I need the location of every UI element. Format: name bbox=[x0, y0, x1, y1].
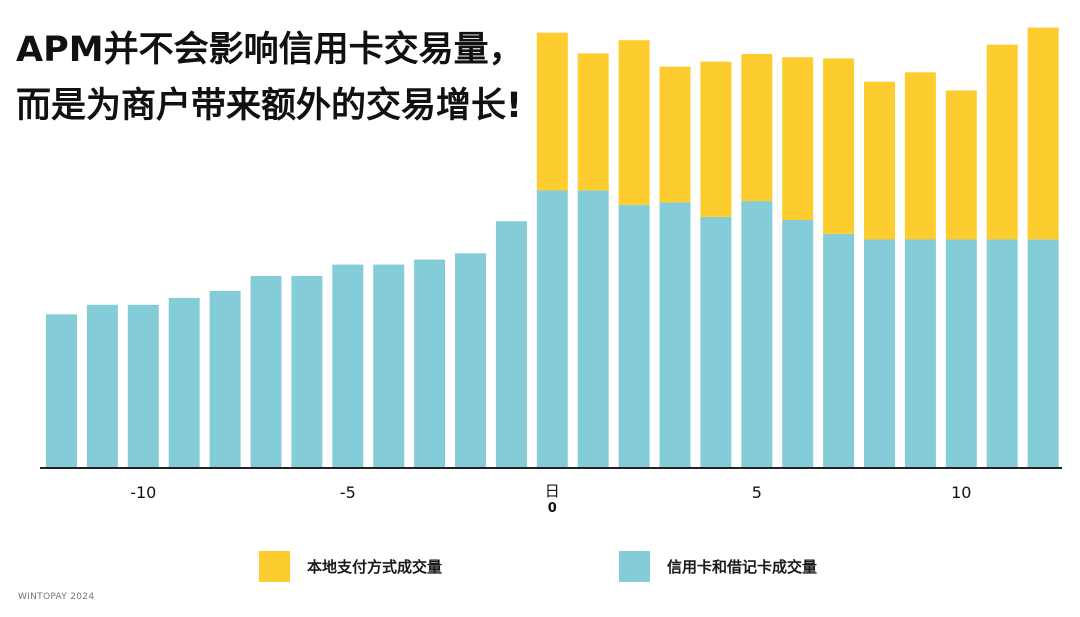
bar-card-8 bbox=[373, 264, 405, 467]
title-line-1: APM并不会影响信用卡交易量， bbox=[16, 30, 524, 70]
legend-item-card: 信用卡和借记卡成交量 bbox=[619, 551, 817, 582]
legend-label-card: 信用卡和借记卡成交量 bbox=[667, 558, 818, 576]
x-tick-label-4: 10 bbox=[951, 483, 971, 502]
legend-label-local: 本地支付方式成交量 bbox=[307, 558, 443, 576]
bars-group bbox=[46, 27, 1059, 467]
bar-card-16 bbox=[700, 216, 732, 467]
bar-card-3 bbox=[168, 297, 200, 467]
bar-card-13 bbox=[577, 190, 609, 467]
bar-card-14 bbox=[618, 204, 650, 467]
legend-item-local: 本地支付方式成交量 bbox=[259, 551, 442, 582]
bar-local-16 bbox=[700, 61, 732, 217]
bar-card-7 bbox=[332, 264, 364, 467]
legend-swatch-card bbox=[619, 551, 650, 582]
footer-brand: WINTOPAY 2024 bbox=[18, 592, 95, 602]
bar-local-23 bbox=[986, 44, 1018, 240]
bar-card-1 bbox=[86, 304, 118, 467]
bar-local-15 bbox=[659, 66, 691, 203]
bar-card-22 bbox=[945, 239, 977, 467]
x-tick-label-1: -5 bbox=[340, 483, 356, 502]
bar-local-21 bbox=[904, 72, 936, 240]
bar-card-23 bbox=[986, 239, 1018, 467]
bar-card-5 bbox=[250, 275, 282, 467]
x-tick-label-2: 日 bbox=[545, 482, 560, 500]
bar-card-2 bbox=[127, 304, 159, 467]
bar-local-14 bbox=[618, 40, 650, 205]
bar-card-18 bbox=[782, 220, 814, 467]
bar-card-11 bbox=[495, 221, 527, 467]
title-line-2: 而是为商户带来额外的交易增长! bbox=[16, 86, 522, 126]
bar-card-6 bbox=[291, 275, 323, 467]
bar-card-12 bbox=[536, 190, 568, 467]
bar-local-20 bbox=[864, 81, 895, 240]
x-tick-label-3: 5 bbox=[752, 483, 762, 502]
x-tick-label-0: -10 bbox=[130, 483, 156, 502]
bar-card-19 bbox=[823, 233, 855, 467]
bar-local-24 bbox=[1027, 27, 1059, 240]
bar-card-20 bbox=[864, 239, 895, 467]
bar-local-22 bbox=[945, 90, 977, 240]
bar-card-15 bbox=[659, 202, 691, 467]
bar-local-18 bbox=[782, 57, 814, 221]
bar-card-24 bbox=[1027, 239, 1059, 467]
bar-local-12 bbox=[536, 32, 568, 191]
bar-card-21 bbox=[904, 239, 936, 467]
bar-card-0 bbox=[46, 314, 77, 467]
x-tick-labels: -10 -5 日0 5 10 bbox=[130, 482, 971, 516]
bar-local-17 bbox=[741, 54, 773, 202]
bar-card-9 bbox=[414, 259, 446, 467]
bar-card-17 bbox=[741, 201, 773, 467]
bar-local-13 bbox=[577, 53, 609, 191]
legend-swatch-local bbox=[259, 551, 290, 582]
x-tick-sublabel-2: 0 bbox=[548, 501, 557, 516]
bar-card-10 bbox=[455, 253, 486, 467]
bar-card-4 bbox=[209, 291, 241, 467]
chart-title: APM并不会影响信用卡交易量， 而是为商户带来额外的交易增长! bbox=[16, 22, 1056, 134]
bar-local-19 bbox=[823, 58, 855, 234]
